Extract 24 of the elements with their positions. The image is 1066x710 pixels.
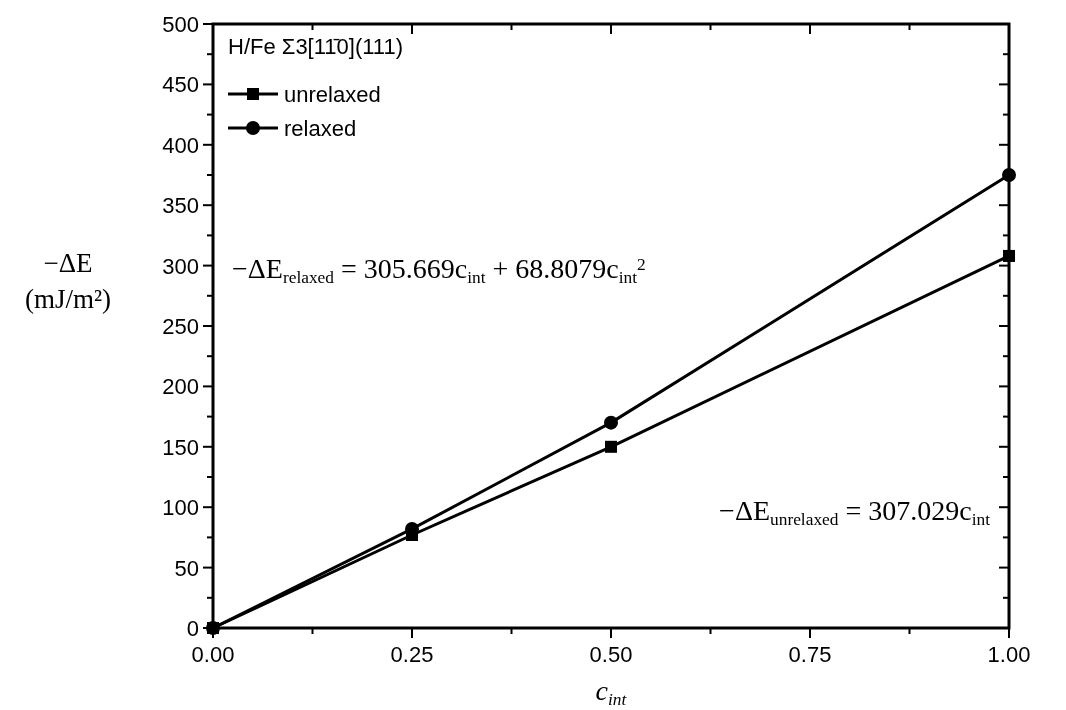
y-tick-label: 100 bbox=[162, 495, 199, 521]
x-tick-label: 0.00 bbox=[191, 642, 235, 667]
annotation: −ΔE$_{unrelaxed}$ = 307.029c$_{int}$ bbox=[719, 495, 991, 530]
legend-label: relaxed bbox=[284, 116, 357, 141]
y-axis-title: −ΔE (mJ/m²) bbox=[24, 248, 112, 314]
point bbox=[605, 440, 617, 453]
y-tick-label: 300 bbox=[162, 253, 199, 279]
y-tick-label: 250 bbox=[162, 314, 199, 339]
y-tick-label: 450 bbox=[162, 72, 199, 98]
legend-title: H/Fe Σ3[11̄0](111) bbox=[228, 34, 404, 59]
y-tick-label: 0 bbox=[186, 616, 199, 641]
y-tick-label: 50 bbox=[174, 555, 199, 581]
x-tick-label: 0.25 bbox=[390, 642, 434, 667]
y-tick-label: 400 bbox=[162, 132, 199, 158]
point bbox=[604, 415, 618, 430]
legend-label: unrelaxed bbox=[284, 82, 381, 107]
y-tick-label: 150 bbox=[162, 434, 199, 460]
x-axis-title: c$_{int}$ bbox=[595, 675, 628, 710]
y-tick-label: 350 bbox=[162, 193, 199, 219]
x-tick-label: 1.00 bbox=[987, 642, 1031, 667]
x-tick-label: 0.50 bbox=[589, 642, 633, 667]
y-tick-label: 500 bbox=[162, 12, 199, 37]
y-tick-label: 200 bbox=[162, 374, 199, 400]
x-tick-label: 0.75 bbox=[788, 642, 832, 667]
